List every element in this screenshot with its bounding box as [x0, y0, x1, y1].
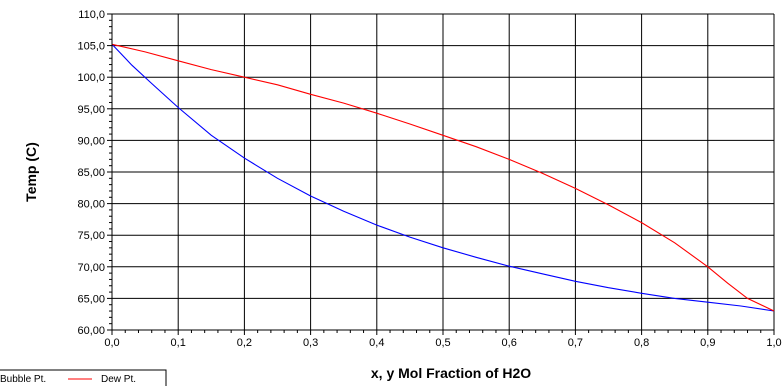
- y-tick-label: 95,00: [77, 104, 105, 116]
- axes: [107, 13, 775, 335]
- x-tick-labels: 0,0 0,1 0,2 0,3 0,4 0,5 0,6 0,7 0,8 0,9 1,0: [104, 337, 781, 349]
- x-tick-label: 0,6: [502, 337, 517, 349]
- y-tick-label: 60,00: [77, 325, 105, 337]
- x-tick-label: 0,5: [435, 337, 450, 349]
- y-tick-label: 85,00: [77, 167, 105, 179]
- x-tick-label: 1,0: [766, 337, 781, 349]
- x-axis-title: x, y Mol Fraction of H2O: [371, 365, 531, 381]
- x-tick-label: 0,4: [369, 337, 384, 349]
- legend-label-bubble: Bubble Pt.: [0, 374, 46, 385]
- x-tick-label: 0,2: [237, 337, 252, 349]
- y-tick-label: 100,0: [77, 72, 105, 84]
- legend-label-dew: Dew Pt.: [101, 374, 136, 385]
- series-line-bubble: [111, 43, 775, 312]
- x-tick-label: 0,0: [104, 337, 119, 349]
- series-line-dew: [111, 43, 775, 312]
- y-tick-label: 80,00: [77, 199, 105, 211]
- x-tick-label: 0,9: [700, 337, 715, 349]
- y-tick-label: 110,0: [78, 9, 105, 21]
- legend: Bubble Pt. Dew Pt.: [0, 369, 167, 386]
- x-tick-label: 0,3: [303, 337, 318, 349]
- legend-box: [0, 369, 167, 386]
- series-layer: [111, 43, 775, 312]
- x-tick-label: 0,7: [568, 337, 583, 349]
- y-tick-label: 65,00: [77, 293, 105, 305]
- y-axis-title: Temp (C): [23, 142, 39, 202]
- y-tick-label: 105,0: [77, 41, 105, 53]
- y-tick-label: 90,00: [77, 135, 105, 147]
- x-tick-label: 0,1: [171, 337, 186, 349]
- y-tick-label: 75,00: [77, 230, 105, 242]
- y-tick-labels: 60,00 65,00 70,00 75,00 80,00 85,00 90,00 95,00…: [77, 9, 105, 337]
- x-tick-label: 0,8: [634, 337, 649, 349]
- y-tick-label: 70,00: [77, 262, 105, 274]
